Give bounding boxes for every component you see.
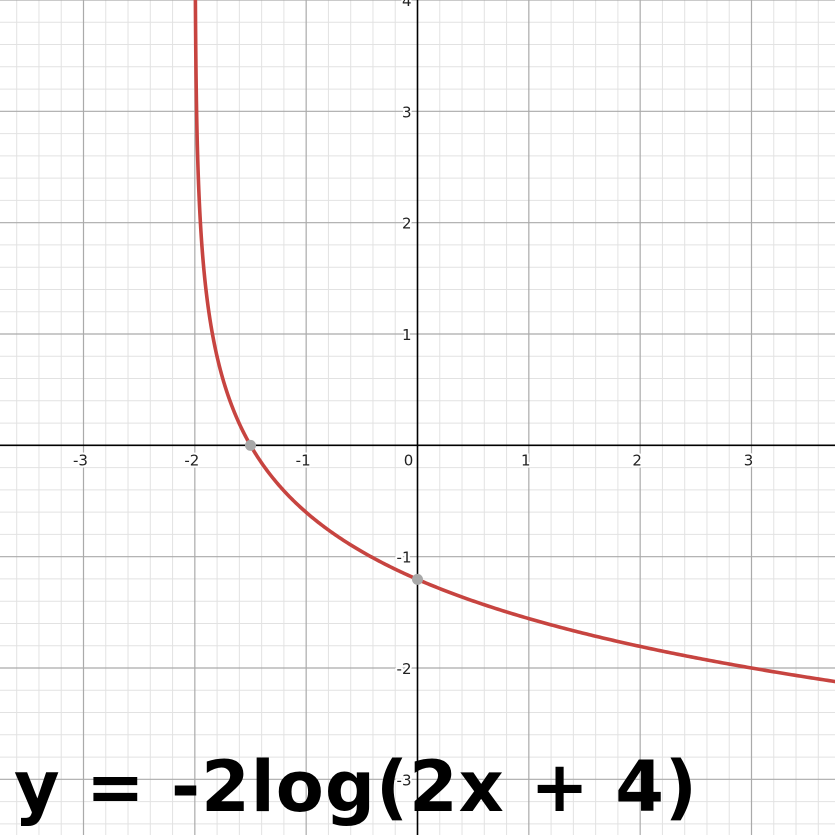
- function-curve: [193, 0, 835, 684]
- y-tick-label: -3: [397, 771, 412, 789]
- x-tick-label: 2: [632, 451, 642, 469]
- y-tick-label: 4: [402, 0, 412, 10]
- x-tick-label: -2: [184, 451, 199, 469]
- x-tick-label: -3: [73, 451, 88, 469]
- x-tick-label: -1: [296, 451, 311, 469]
- intercept-point[interactable]: [245, 439, 256, 451]
- y-tick-label: 2: [402, 215, 412, 233]
- y-tick-label: 1: [402, 326, 412, 344]
- x-tick-label: 3: [744, 451, 754, 469]
- y-tick-label: -2: [397, 660, 412, 678]
- y-tick-label: 3: [402, 103, 412, 121]
- intercept-point[interactable]: [412, 573, 423, 585]
- x-tick-label: 0: [404, 451, 414, 469]
- tick-labels: -3 -2 -1 0 1 2 3 4 3 2 1 -1 -2 -3: [71, 0, 755, 791]
- y-tick-label: -1: [397, 549, 412, 567]
- equation-label: y = -2log(2x + 4): [14, 746, 698, 828]
- x-tick-label: 1: [521, 451, 531, 469]
- key-points: [245, 439, 423, 585]
